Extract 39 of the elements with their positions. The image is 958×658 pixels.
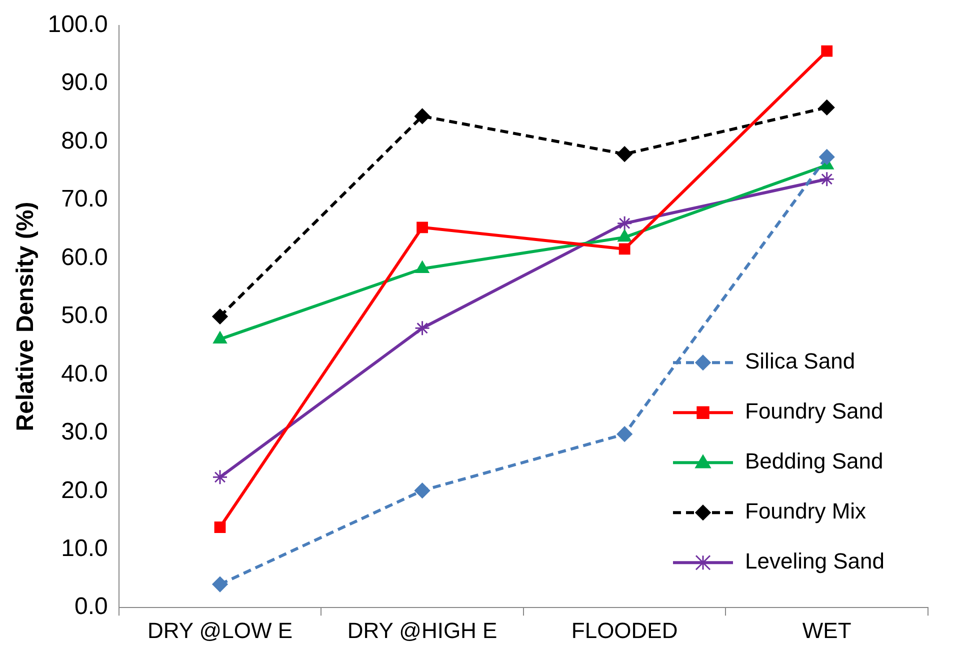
point: [616, 426, 632, 442]
point: [416, 222, 428, 234]
y-tick-label: 60.0: [61, 244, 108, 271]
y-tick-label: 80.0: [61, 127, 108, 154]
point: [414, 320, 430, 336]
point: [819, 171, 835, 187]
point: [414, 108, 430, 124]
y-tick-label: 10.0: [61, 535, 108, 562]
y-tick-label: 100.0: [48, 11, 108, 38]
y-tick-label: 40.0: [61, 360, 108, 388]
point: [616, 146, 632, 162]
point: [616, 216, 632, 232]
point: [212, 308, 228, 324]
point: [618, 230, 632, 242]
point: [819, 100, 835, 116]
x-tick-label: FLOODED: [571, 618, 678, 643]
y-tick-label: 50.0: [61, 302, 108, 330]
y-tick-label: 20.0: [61, 476, 108, 504]
point: [618, 243, 630, 255]
legend-label: Leveling Sand: [745, 548, 884, 574]
legend-label: Silica Sand: [745, 348, 856, 374]
x-tick-label: DRY @HIGH E: [347, 618, 498, 643]
y-tick-label: 90.0: [61, 69, 108, 96]
y-tick-label: 30.0: [61, 418, 108, 446]
point: [819, 149, 835, 165]
point: [821, 45, 833, 57]
y-tick-label: 0.0: [74, 593, 108, 620]
point: [212, 469, 228, 485]
y-axis-title: Relative Density (%): [12, 202, 40, 432]
point: [212, 576, 228, 592]
point: [415, 261, 430, 274]
x-tick-label: WET: [802, 618, 852, 643]
legend-label: Foundry Mix: [745, 498, 866, 524]
x-tick-label: DRY @LOW E: [148, 618, 292, 643]
point: [214, 522, 226, 533]
legend-label: Foundry Sand: [745, 398, 884, 424]
legend-label: Bedding Sand: [745, 448, 884, 474]
y-tick-label: 70.0: [61, 186, 108, 213]
point: [414, 482, 430, 498]
